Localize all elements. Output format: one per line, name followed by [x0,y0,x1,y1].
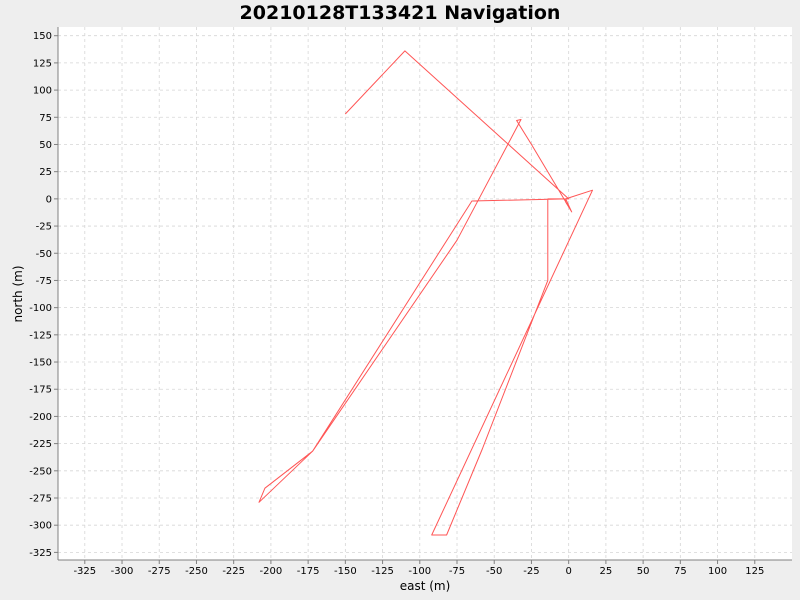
x-tick-label: -75 [449,566,465,577]
x-tick-label: 0 [565,566,571,577]
x-tick-label: -25 [523,566,539,577]
x-tick-label: -150 [334,566,357,577]
y-tick-label: -75 [36,276,52,287]
y-tick-label: -275 [29,493,52,504]
y-tick-label: -100 [29,303,52,314]
x-tick-label: -175 [297,566,320,577]
x-tick-label: -100 [408,566,431,577]
y-tick-label: 150 [33,31,52,42]
x-tick-label: -325 [73,566,96,577]
x-tick-label: -200 [260,566,283,577]
x-axis-label: east (m) [400,579,451,593]
y-tick-label: 125 [33,58,52,69]
x-tick-label: 125 [745,566,764,577]
chart-title: 20210128T133421 Navigation [240,2,561,24]
grid-layer [58,27,792,560]
x-tick-label: -50 [486,566,502,577]
track-line [258,50,593,536]
y-tick-label: 75 [39,113,52,124]
y-axis-label: north (m) [11,265,25,322]
x-tick-label: 25 [600,566,613,577]
y-tick-label: -250 [29,466,52,477]
axis-layer: -325 -300 -275 -250 -225 -200 -175 -150 -125 -100… [29,31,764,577]
y-tick-label: -125 [29,330,52,341]
x-tick-label: -125 [371,566,394,577]
y-tick-label: -50 [36,249,52,260]
y-tick-label: -150 [29,358,52,369]
y-tick-label: 50 [39,140,52,151]
y-tick-label: 100 [33,86,52,97]
x-tick-label: 100 [708,566,727,577]
y-tick-label: -175 [29,385,52,396]
series-layer [258,50,593,536]
y-tick-label: -300 [29,521,52,532]
x-tick-label: -300 [111,566,134,577]
x-tick-label: -275 [148,566,171,577]
y-tick-label: -200 [29,412,52,423]
x-tick-label: 50 [637,566,650,577]
y-tick-label: -325 [29,548,52,559]
x-tick-label: 75 [674,566,687,577]
y-tick-label: 0 [46,194,52,205]
plot-area [58,27,792,560]
y-tick-label: -225 [29,439,52,450]
x-tick-label: -225 [222,566,245,577]
y-tick-label: 25 [39,167,52,178]
x-tick-label: -250 [185,566,208,577]
y-tick-label: -25 [36,222,52,233]
